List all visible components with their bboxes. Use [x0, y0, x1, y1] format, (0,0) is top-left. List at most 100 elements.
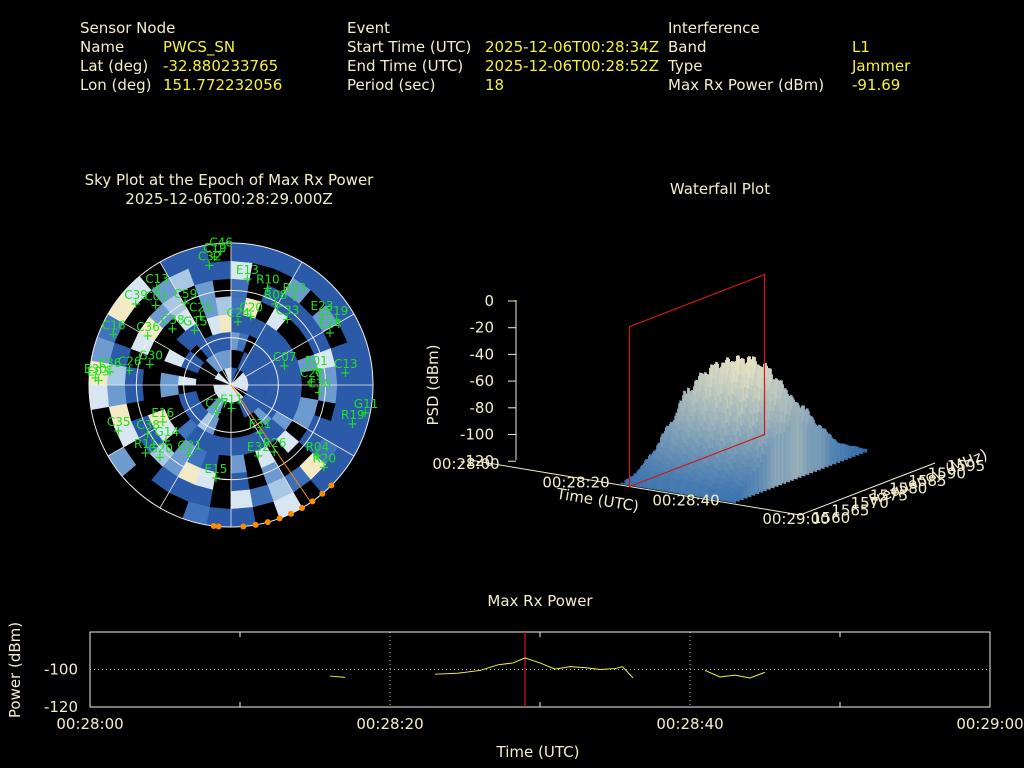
sensor-lat-value: -32.880233765 [163, 57, 279, 75]
sky-interference-marker [210, 522, 217, 529]
interference-band-value: L1 [852, 38, 870, 56]
waterfall-surface-cell [848, 447, 852, 459]
sky-heatmap-cell [164, 403, 185, 421]
waterfall-surface-cell [760, 462, 763, 493]
sky-satellite: +R08 [264, 288, 288, 312]
svg-text:+: + [211, 405, 222, 420]
sky-satellite-label: C38 [136, 418, 160, 432]
waterfall-surface-cell [821, 428, 825, 470]
sky-satellite: +E03 [87, 364, 110, 388]
waterfall-surface-cell [852, 448, 856, 458]
sky-interference-marker [240, 523, 247, 530]
waterfall-frequency-tick: 1570 [851, 494, 889, 512]
max-rx-power-xtick: 00:28:00 [56, 715, 123, 733]
sky-satellite: +E11 [220, 393, 243, 417]
svg-text:+: + [93, 373, 104, 388]
sky-satellite-label: C07 [273, 350, 297, 364]
sky-satellite-label: C19 [203, 241, 227, 255]
sky-satellite: +C16 [102, 318, 126, 342]
sky-heatmap-cell [135, 289, 163, 317]
waterfall-surface-cell [653, 477, 657, 490]
waterfall-surface-cell [702, 484, 706, 499]
sky-heatmap-cell [300, 369, 320, 385]
waterfall-cursor-plane [628, 273, 766, 488]
waterfall-surface-cell [802, 420, 806, 477]
sky-satellite-label: C20 [239, 300, 263, 314]
sky-heatmap-cell [255, 301, 276, 324]
sky-heatmap-cell [198, 391, 219, 411]
sky-satellite: +C25 [189, 300, 213, 324]
svg-text:+: + [279, 359, 290, 374]
sky-heatmap-cell [231, 419, 241, 439]
sky-satellite-label: E15 [205, 462, 228, 476]
waterfall-surface-cell [719, 489, 723, 501]
sky-satellite: +C27 [205, 396, 229, 420]
svg-text:+: + [313, 386, 324, 401]
waterfall-surface-cell [623, 482, 626, 485]
sky-heatmap-cell [231, 385, 248, 398]
sky-satellite-label: C24 [227, 306, 251, 320]
svg-text:+: + [154, 451, 165, 466]
svg-text:+: + [312, 449, 323, 464]
svg-text:+: + [325, 326, 336, 341]
waterfall-surface-cell [678, 479, 681, 495]
sky-satellite-label: R04 [306, 440, 330, 454]
waterfall-surface-cell [722, 491, 725, 502]
sky-satellite: +C13 [334, 357, 358, 381]
sky-satellite-label: E31 [249, 417, 272, 431]
svg-text:+: + [209, 250, 220, 265]
waterfall-surface-cell [680, 478, 684, 495]
waterfall-surface-cell [658, 475, 662, 491]
sky-satellite: +C26 [118, 355, 142, 379]
sky-satellite-label: C35 [107, 415, 131, 429]
sky-heatmap-cell [217, 401, 231, 421]
sky-satellite: +G11 [354, 397, 379, 421]
sky-satellite-label: R08 [264, 288, 288, 302]
waterfall-cursor-frame [628, 273, 766, 488]
sky-satellite-label: C33 [276, 304, 300, 318]
waterfall-title: Waterfall Plot [669, 180, 771, 198]
svg-text:+: + [269, 445, 280, 460]
sky-satellite: +C30 [307, 377, 331, 401]
sky-heatmap-cell [243, 415, 258, 436]
waterfall-psd-tick: -100 [460, 426, 494, 444]
interference-band-label: Band [668, 38, 707, 56]
sky-satellite-label: G11 [354, 397, 379, 411]
sky-heatmap-cell [209, 489, 231, 510]
svg-text:+: + [140, 446, 151, 461]
sky-azimuth-spoke [230, 384, 303, 509]
sky-heatmap-cell [215, 454, 231, 474]
sky-heatmap-cell [161, 394, 181, 410]
sky-satellite: +C07 [273, 350, 297, 374]
waterfall-surface-cell [752, 471, 756, 496]
sky-azimuth-spoke [230, 261, 303, 386]
max-rx-power-line [434, 657, 634, 679]
waterfall-frequency-tick: 1560 [812, 509, 850, 527]
sky-satellite: +C33 [276, 304, 300, 328]
sky-satellite: +G15 [183, 315, 208, 339]
sky-heatmap-cell [231, 349, 245, 369]
sky-satellite: +G14 [155, 425, 180, 449]
event-start-label: Start Time (UTC) [347, 38, 472, 56]
sky-heatmap-cell [143, 354, 165, 373]
sky-heatmap-cell [177, 385, 197, 395]
waterfall-surface-cell [661, 476, 665, 492]
sky-interference-bearing [230, 384, 313, 505]
waterfall-frequency-tick: 1585 [908, 472, 946, 490]
svg-text:+: + [142, 427, 153, 442]
sky-satellite: +C38 [136, 418, 160, 442]
waterfall-surface-cell [748, 475, 752, 498]
sky-heatmap-cell [285, 327, 308, 350]
waterfall-zlabel: PSD (dBm) [424, 344, 442, 425]
sky-heatmap-cell [293, 480, 323, 508]
sky-heatmap-cell [231, 368, 244, 385]
sky-satellite: +R10 [256, 273, 280, 297]
svg-text:+: + [204, 259, 215, 274]
sky-satellite-label: R26 [263, 436, 287, 450]
sky-satellite-label: C27 [205, 396, 229, 410]
svg-text:+: + [311, 363, 322, 378]
waterfall-surface-cell [650, 476, 654, 490]
sky-satellite: +R11 [134, 437, 158, 461]
